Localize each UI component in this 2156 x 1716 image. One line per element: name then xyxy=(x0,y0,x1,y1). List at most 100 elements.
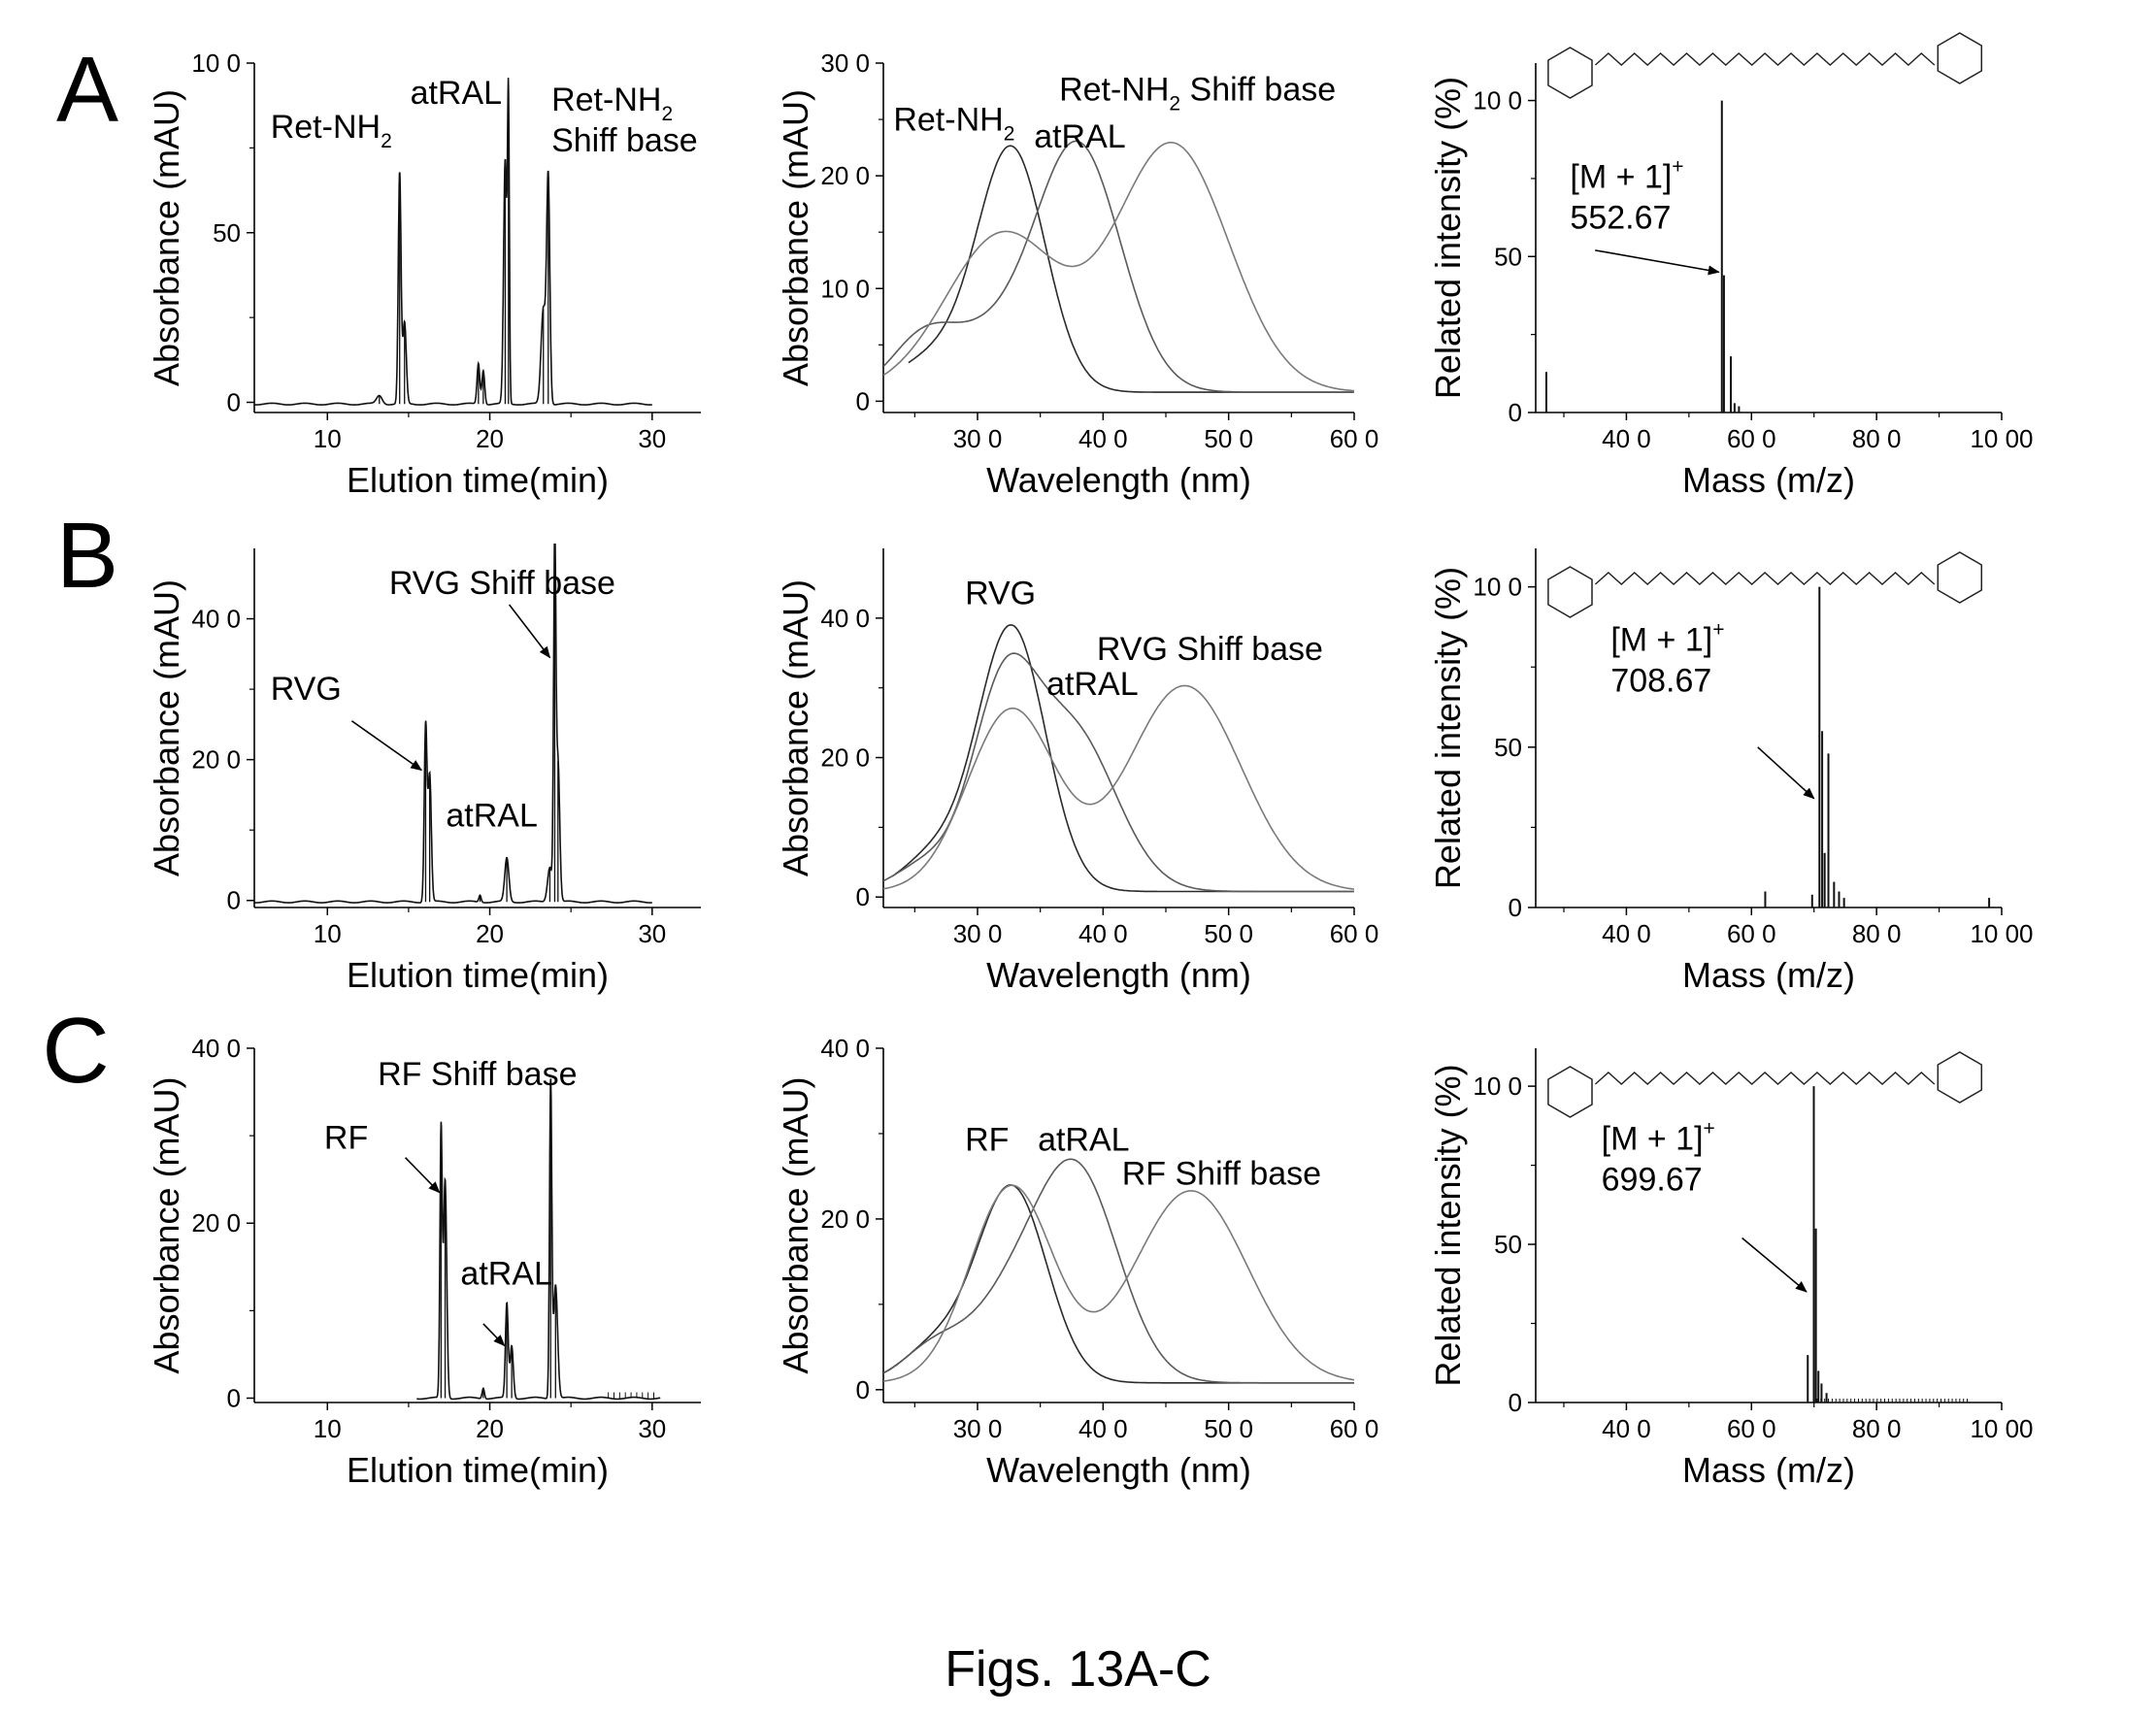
spectrum-series-1 xyxy=(883,1184,1354,1384)
y-tick-label: 0 xyxy=(1509,893,1522,922)
y-axis-label: Absorbance (mAU) xyxy=(776,1076,815,1373)
y-tick-label: 0 xyxy=(227,1383,241,1412)
x-tick-label: 80 0 xyxy=(1852,424,1902,453)
x-tick-label: 40 0 xyxy=(1602,919,1651,948)
x-tick-label: 10 00 xyxy=(1970,424,2033,453)
y-tick-label: 40 0 xyxy=(191,1034,241,1063)
y-axis-label: Related intensity (%) xyxy=(1428,77,1468,399)
chart-A-ms: 40 0 60 0 80 0 10 00 0 50 10 0 Mass (m/z) Relate… xyxy=(1428,32,2034,500)
charts: 10 20 30 0 50 10 0 Elution time(min) Absorbance… xyxy=(147,32,2034,1490)
x-tick-label: 50 0 xyxy=(1204,919,1253,948)
x-axis-label: Elution time(min) xyxy=(347,955,609,995)
spectrum-series-1 xyxy=(908,145,1353,393)
chart-C-ms: 40 0 60 0 80 0 10 00 0 50 10 0 Mass (m/z) Relate… xyxy=(1428,1048,2034,1490)
y-tick-label: 10 0 xyxy=(820,274,870,303)
y-axis-label: Absorbance (mAU) xyxy=(147,579,186,876)
y-tick-label: 40 0 xyxy=(820,1034,870,1063)
y-axis-label: Absorbance (mAU) xyxy=(776,89,815,386)
y-tick-label: 20 0 xyxy=(820,743,870,773)
x-tick-label: 40 0 xyxy=(1078,1414,1128,1443)
annotation-label: RVG xyxy=(271,671,342,708)
y-axis-label: Absorbance (mAU) xyxy=(776,579,815,876)
annotation-label: atRAL xyxy=(1046,666,1139,703)
x-tick-label: 50 0 xyxy=(1204,1414,1253,1443)
annotation-label: 708.67 xyxy=(1610,663,1711,700)
spectrum-series-2 xyxy=(883,652,1354,893)
annotation-label: [M + 1]+ xyxy=(1602,1117,1715,1157)
spectrum-series-3 xyxy=(883,684,1354,890)
x-tick-label: 30 xyxy=(638,919,666,948)
annotation-label: RF Shiff base xyxy=(378,1056,577,1093)
x-tick-label: 80 0 xyxy=(1852,1414,1902,1443)
y-tick-label: 20 0 xyxy=(191,745,241,775)
y-tick-label: 50 xyxy=(1494,1230,1522,1259)
figure-caption: Figs. 13A-C xyxy=(945,1641,1211,1698)
y-axis-label: Absorbance (mAU) xyxy=(147,89,186,386)
y-tick-label: 10 0 xyxy=(191,49,241,78)
y-axis-label: Related intensity (%) xyxy=(1428,1064,1468,1386)
x-tick-label: 60 0 xyxy=(1727,1414,1776,1443)
y-axis-label: Absorbance (mAU) xyxy=(147,1076,186,1373)
annotation-label: [M + 1]+ xyxy=(1570,156,1683,196)
annotation-arrow xyxy=(1595,249,1720,276)
x-tick-label: 20 xyxy=(476,919,504,948)
y-tick-label: 20 0 xyxy=(820,161,870,190)
annotation-label: RF Shiff base xyxy=(1122,1156,1321,1193)
x-axis-label: Mass (m/z) xyxy=(1682,1450,1855,1490)
annotation-label: Ret-NH2 Shiff base xyxy=(1059,71,1336,115)
x-tick-label: 30 xyxy=(638,424,666,453)
x-tick-label: 60 0 xyxy=(1330,1414,1379,1443)
panel-letters: A B C xyxy=(42,38,118,1103)
y-tick-label: 50 xyxy=(1494,242,1522,271)
annotation-label: RVG Shiff base xyxy=(389,565,615,602)
molecular-structure-drawing xyxy=(1547,1051,1983,1118)
y-tick-label: 0 xyxy=(856,386,870,415)
annotation-label: RVG Shiff base xyxy=(1097,631,1323,668)
x-axis-label: Mass (m/z) xyxy=(1682,955,1855,995)
y-tick-label: 50 xyxy=(213,218,241,248)
x-axis-label: Elution time(min) xyxy=(347,460,609,500)
x-axis-label: Wavelength (nm) xyxy=(986,1450,1251,1490)
y-tick-label: 0 xyxy=(227,886,241,915)
annotation-label: 552.67 xyxy=(1570,200,1671,237)
y-tick-label: 20 0 xyxy=(820,1204,870,1234)
panel-letter-c: C xyxy=(42,999,109,1103)
y-tick-label: 0 xyxy=(856,1375,870,1404)
annotation-arrow xyxy=(404,1157,441,1194)
x-tick-label: 20 xyxy=(476,1414,504,1443)
x-tick-label: 10 xyxy=(314,919,342,948)
chart-B-hplc: 10 20 30 0 20 0 40 0 Elution time(min) Absorban… xyxy=(147,544,701,995)
y-tick-label: 0 xyxy=(1509,1388,1522,1417)
chart-B-ms: 40 0 60 0 80 0 10 00 0 50 10 0 Mass (m/z) Relate… xyxy=(1428,548,2034,995)
y-tick-label: 0 xyxy=(227,388,241,417)
x-tick-label: 60 0 xyxy=(1727,424,1776,453)
chart-C-uv: 30 0 40 0 50 0 60 0 0 20 0 40 0 Wavelength (nm)… xyxy=(776,1034,1378,1490)
chart-B-uv: 30 0 40 0 50 0 60 0 0 20 0 40 0 Wavelength (nm)… xyxy=(776,548,1378,995)
y-tick-label: 20 0 xyxy=(191,1208,241,1238)
annotation-label: atRAL xyxy=(411,75,502,112)
annotation-label: [M + 1]+ xyxy=(1610,619,1724,659)
annotation-label: atRAL xyxy=(446,798,538,835)
x-tick-label: 60 0 xyxy=(1330,424,1379,453)
annotation-arrow xyxy=(508,604,551,659)
x-tick-label: 10 00 xyxy=(1970,919,2033,948)
x-tick-label: 10 00 xyxy=(1970,1414,2033,1443)
annotation-label: atRAL xyxy=(460,1255,552,1292)
x-tick-label: 30 xyxy=(638,1414,666,1443)
chart-C-hplc: 10 20 30 0 20 0 40 0 Elution time(min) Absorban… xyxy=(147,1034,701,1490)
y-tick-label: 0 xyxy=(856,882,870,911)
annotation-arrow xyxy=(350,720,423,772)
x-axis-label: Wavelength (nm) xyxy=(986,460,1251,500)
x-axis-label: Mass (m/z) xyxy=(1682,460,1855,500)
annotation-arrow xyxy=(1741,1237,1808,1293)
x-tick-label: 40 0 xyxy=(1602,424,1651,453)
spectrum-series-3 xyxy=(883,1184,1354,1382)
x-tick-label: 30 0 xyxy=(953,1414,1003,1443)
annotation-label: 699.67 xyxy=(1602,1161,1703,1198)
chromatogram-trace xyxy=(254,544,652,904)
x-tick-label: 60 0 xyxy=(1727,919,1776,948)
spectrum-series-2 xyxy=(883,140,1354,393)
x-tick-label: 30 0 xyxy=(953,919,1003,948)
annotation-label: Shiff base xyxy=(551,122,698,159)
y-tick-label: 10 0 xyxy=(1473,573,1522,602)
